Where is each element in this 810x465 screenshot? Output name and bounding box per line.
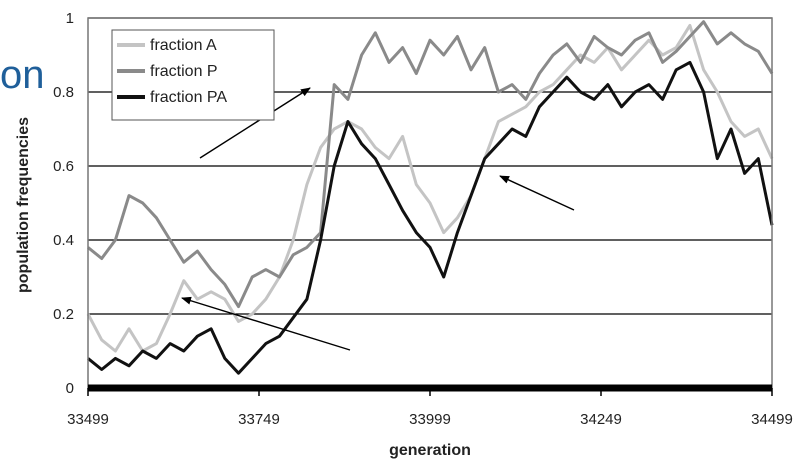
series-line-fraction-pa (87, 60, 774, 375)
y-axis-label: population frequencies (15, 117, 32, 293)
legend: fraction A fraction P fraction PA (111, 29, 275, 121)
y-tick-label: 0 (66, 380, 74, 397)
y-tick-label: 0.4 (53, 232, 74, 249)
y-tick-label: 0.6 (53, 158, 74, 175)
axis-layer: 0 0.2 0.4 0.6 0.8 1 33499 33749 33999 34249 34499 (53, 10, 793, 428)
legend-label: fraction A (150, 37, 217, 54)
annotation-arrow (181, 296, 351, 351)
x-tick-label: 33499 (67, 411, 109, 428)
y-tick-label: 0.2 (53, 306, 74, 323)
legend-label: fraction P (150, 63, 218, 80)
series-line-fraction-p (87, 20, 774, 309)
series-layer (86, 20, 774, 375)
y-tick-label: 1 (66, 10, 74, 27)
legend-label: fraction PA (150, 89, 227, 106)
x-tick-label: 33999 (409, 411, 451, 428)
x-tick-label: 33749 (238, 411, 280, 428)
x-tick-label: 34249 (580, 411, 622, 428)
x-axis-label: generation (389, 442, 471, 459)
annotation-arrow (499, 175, 575, 211)
overlay-text-on: on (0, 53, 45, 97)
arrow-layer (181, 87, 575, 351)
x-tick-label: 34499 (751, 411, 793, 428)
y-tick-label: 0.8 (53, 84, 74, 101)
annotation-arrow (199, 87, 311, 159)
